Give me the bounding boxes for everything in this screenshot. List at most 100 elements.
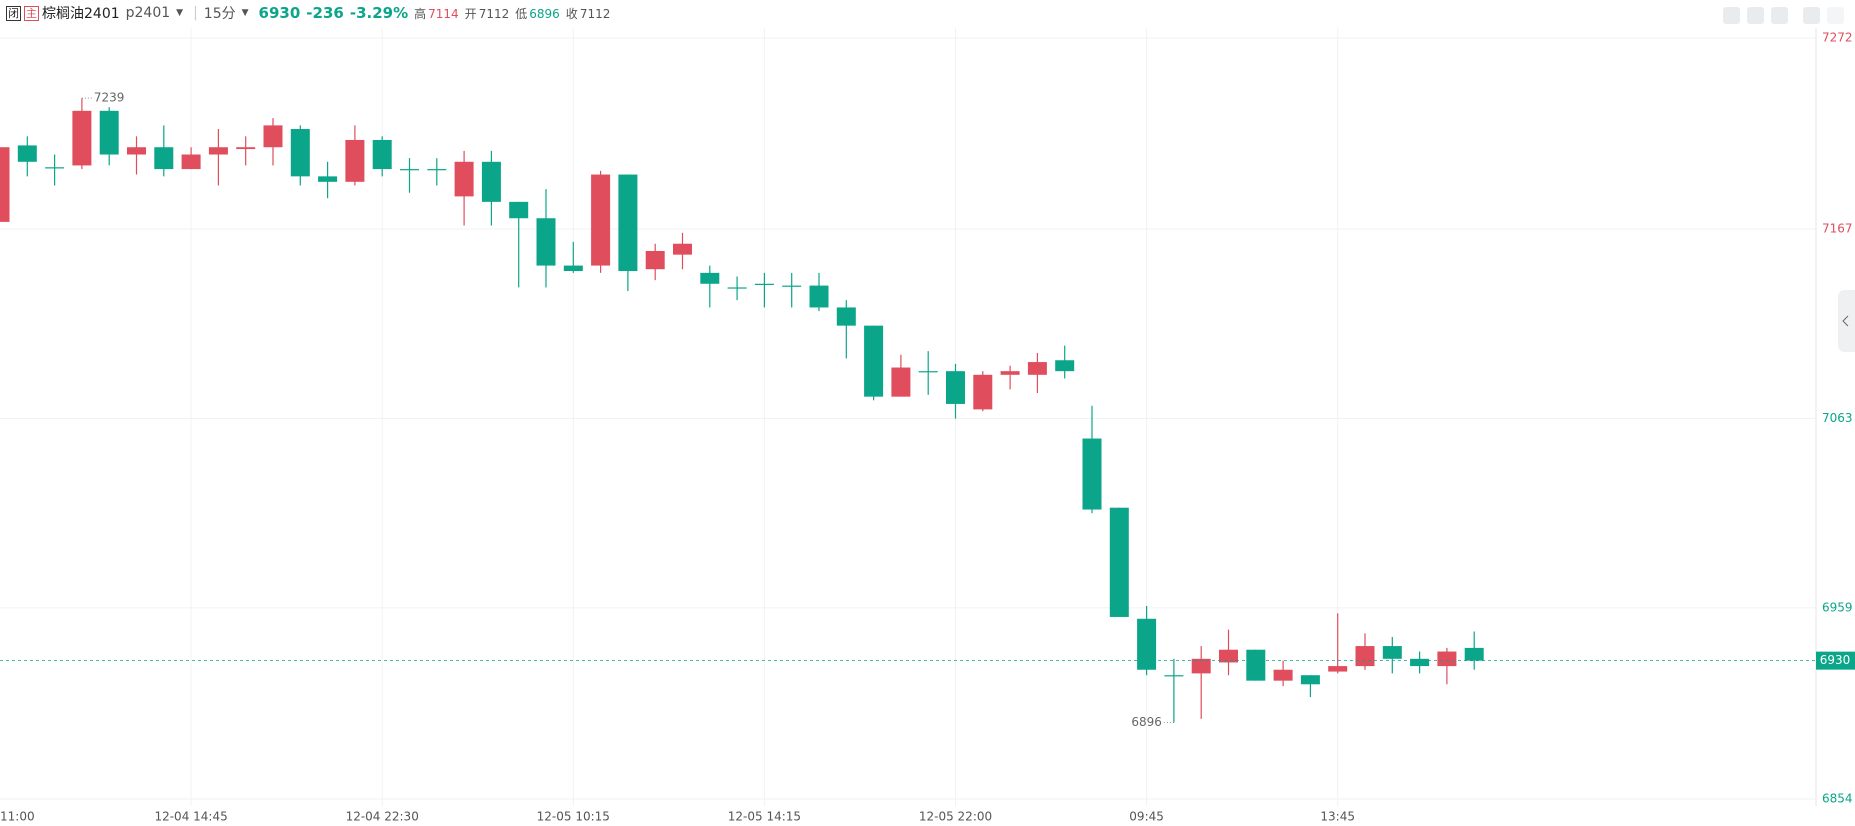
stat-label: 开 [464,6,477,21]
candle-body [181,154,201,170]
candle-body [454,161,474,197]
dropdown-arrow[interactable]: ▼ [241,8,249,18]
symbol-name[interactable]: 棕榈油2401 [42,6,120,22]
candle-body [17,145,37,162]
x-tick-label: 13:45 [1320,810,1355,824]
chevron [1842,315,1849,327]
max-label: 7239 [94,91,125,105]
x-tick-label: 12-04 22:30 [346,810,419,824]
candle-body [1382,646,1402,659]
candle-body [891,367,911,397]
x-tick-label: 12-05 22:00 [919,810,992,824]
candle-body [1219,649,1238,663]
change: -236 [306,4,344,22]
candle-body [1027,362,1047,375]
candle-body [727,287,747,289]
main-badge[interactable]: 主 [24,5,39,21]
candle-body [1000,371,1020,375]
stat-value: 6896 [529,6,560,21]
candle-body [1082,438,1102,510]
candle-body [318,176,338,182]
y-tick-label: 6959 [1822,600,1853,614]
candle-body [973,374,993,410]
candle-body [236,147,256,150]
candle-body [509,201,529,219]
candle-body [1273,669,1293,681]
candle-body [0,147,10,222]
last-price-box [1816,651,1855,670]
min-label: 6896 [1131,715,1162,729]
candle-body [700,272,720,284]
candle-body [645,251,665,270]
candle-body [1137,618,1157,670]
stat-value: 7114 [428,6,459,21]
candle-body [918,371,938,373]
candle-body [1109,507,1129,617]
toolbar: 闭 主 棕榈油2401 p2401 ▼ | 15分 ▼ 6930 -236 -3… [0,0,1855,26]
candle-body [809,285,829,308]
x-tick-label: 11:00 [0,810,35,824]
candle-body [72,110,92,166]
candle-body [1355,646,1375,667]
draw-button[interactable] [1747,7,1764,24]
candle-body [1191,658,1211,674]
x-tick-label: 09:45 [1129,810,1164,824]
candle-body [1164,675,1184,677]
candle-body [591,174,611,266]
candle-body [1246,649,1266,681]
candle-body [1464,647,1484,661]
candle-body [345,139,365,182]
candle-body [618,174,638,272]
separator: | [193,5,198,21]
x-tick-label: 12-05 10:15 [537,810,610,824]
candle-body [263,125,283,148]
expand-button[interactable] [1803,7,1820,24]
stat-label: 收 [565,6,578,21]
candle-body [99,110,119,155]
period[interactable]: 15分 [203,6,236,22]
candle-body [1055,360,1075,372]
stats: 高 7114 开 7112 低 6896 收 7112 [414,5,616,22]
candle-body [1300,675,1320,685]
candle-body [481,161,501,202]
candle-body [427,169,447,171]
candle-body [864,325,884,397]
last-price-label: 6930 [1820,653,1851,667]
candle-body [1437,651,1457,667]
candle-body [1328,666,1348,672]
candle-body [754,283,774,285]
stat-label: 低 [515,6,528,21]
candle-body [836,307,856,326]
candle-body [154,147,174,170]
candle-body [673,243,692,255]
change-pct: -3.29% [349,4,409,22]
symbol-code[interactable]: p2401 [125,5,171,21]
indicator-button[interactable] [1723,7,1740,24]
candle-body [400,169,419,171]
candle-body [45,167,65,169]
y-tick-label: 7063 [1822,411,1853,425]
x-tick-label: 12-05 14:15 [728,810,801,824]
close-badge[interactable]: 闭 [6,5,21,21]
y-tick-label: 6854 [1822,792,1853,806]
stat-label: 高 [414,6,427,21]
dropdown-arrow[interactable]: ▼ [176,8,184,18]
candle-body [290,129,310,177]
side-panel-tab[interactable] [1838,290,1855,352]
stat-value: 7112 [579,6,611,21]
settings-button[interactable] [1771,7,1788,24]
close-button[interactable] [1827,7,1844,24]
candle-body [536,218,556,266]
candle-body [1410,658,1430,667]
candle-body [782,285,802,287]
candle-body [372,139,392,170]
candle-body [946,371,965,404]
candle-body [127,147,146,155]
stat-value: 7112 [478,6,510,21]
price: 6930 [258,4,301,22]
y-tick-label: 7167 [1822,222,1853,236]
candle-body [563,265,583,272]
y-tick-label: 7272 [1822,31,1853,45]
